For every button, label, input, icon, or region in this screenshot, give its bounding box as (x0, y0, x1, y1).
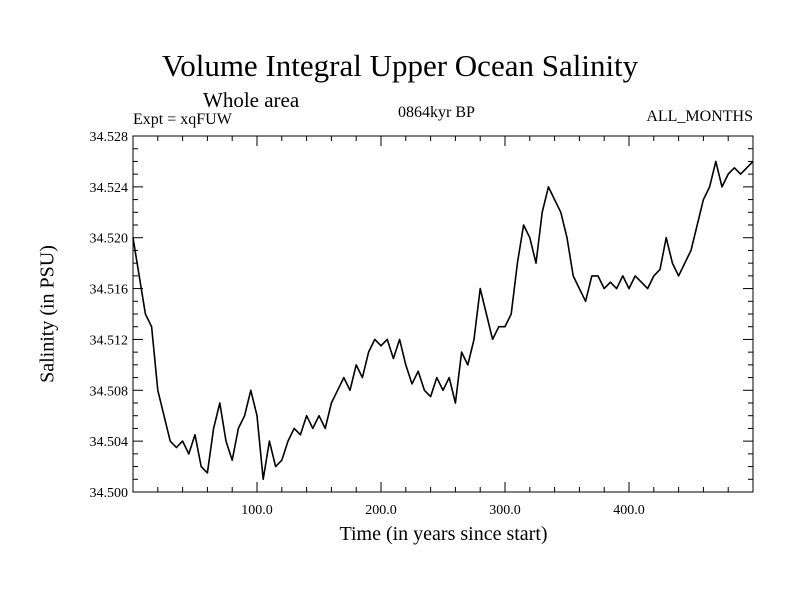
y-tick-label: 34.516 (90, 283, 129, 298)
x-tick-label: 100.0 (241, 503, 273, 518)
y-tick-label: 34.508 (90, 384, 129, 399)
x-tick-label: 200.0 (365, 503, 397, 518)
chart-subtitle: Whole area (203, 88, 300, 112)
chart-title: Volume Integral Upper Ocean Salinity (161, 48, 639, 83)
x-tick-label: 300.0 (489, 503, 521, 518)
x-axis-label: Time (in years since start) (339, 523, 548, 545)
x-tick-label: 400.0 (613, 503, 645, 518)
salinity-series-line (132, 160, 754, 481)
y-tick-label: 34.524 (90, 181, 129, 196)
y-tick-label: 34.500 (90, 486, 129, 501)
y-tick-label: 34.504 (90, 435, 129, 450)
months-label: ALL_MONTHS (646, 108, 753, 125)
experiment-label: Expt = xqFUW (133, 111, 232, 128)
period-label: 0864kyr BP (398, 104, 475, 121)
y-tick-label: 34.520 (90, 232, 129, 247)
y-tick-label: 34.528 (90, 130, 129, 145)
y-tick-label: 34.512 (90, 333, 129, 348)
